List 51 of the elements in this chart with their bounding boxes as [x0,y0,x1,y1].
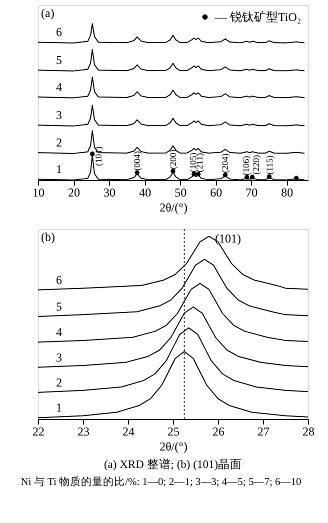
x-tick-label: 80 [281,186,294,200]
series-label: 2 [56,375,62,390]
x-tick-label: 27 [258,424,270,438]
annotation: (115) [264,155,274,175]
series-label: 4 [56,325,62,340]
point [90,152,95,156]
x-tick-label: 22 [32,424,44,438]
series-label: 5 [56,300,62,314]
x-tick-label: 30 [104,186,116,200]
annotation: (106) [241,156,252,176]
annotation: (200) [168,150,178,170]
annotation: (101) [93,146,104,166]
x-tick-label: 24 [122,424,134,438]
series-label: 3 [56,350,62,364]
chart-title: (b) [41,230,55,244]
annotation: (204) [220,153,230,173]
chart-title: (a) [41,6,54,20]
point [134,170,140,175]
x-axis-title: 2θ/(°) [160,200,188,214]
series-label: 2 [56,136,62,150]
series-label: 4 [56,80,62,94]
x-axis-title: 2θ/(°) [160,440,188,454]
x-tick-label: 60 [210,186,222,200]
x-tick-label: 26 [212,424,224,438]
series-label: 1 [56,162,62,176]
annotation: (101) [215,231,241,246]
text: (a) XRD 整谱; (b) (101)晶面 [104,457,242,471]
annotation: (004) [132,151,142,171]
series-label: 6 [56,25,62,40]
x-tick-label: 20 [68,186,80,200]
point [266,174,272,179]
x-tick-label: 40 [139,186,152,200]
annotation: (105) [188,152,198,172]
series-label: 3 [56,108,62,122]
series-label: 1 [56,400,62,415]
point [222,172,228,178]
x-tick-label: 10 [32,186,44,200]
x-tick-label: 70 [246,186,258,200]
annotation: (220) [250,155,261,175]
text: Ni 与 Ti 物质的量的比/%: 1—0; 2—1; 3—3; 4—5; 5—7; 6—10 [20,475,302,488]
x-tick-label: 28 [302,424,314,438]
point [294,176,299,180]
x-tick-label: 23 [78,424,90,438]
series-label: 6 [56,272,62,287]
x-tick-label: 25 [168,424,180,438]
point [250,174,255,180]
x-tick-label: 50 [174,186,187,200]
point [244,175,250,180]
legend-label: — 锐钛矿型TiO₂ [214,10,302,24]
series-label: 5 [56,53,62,68]
point [170,168,176,174]
